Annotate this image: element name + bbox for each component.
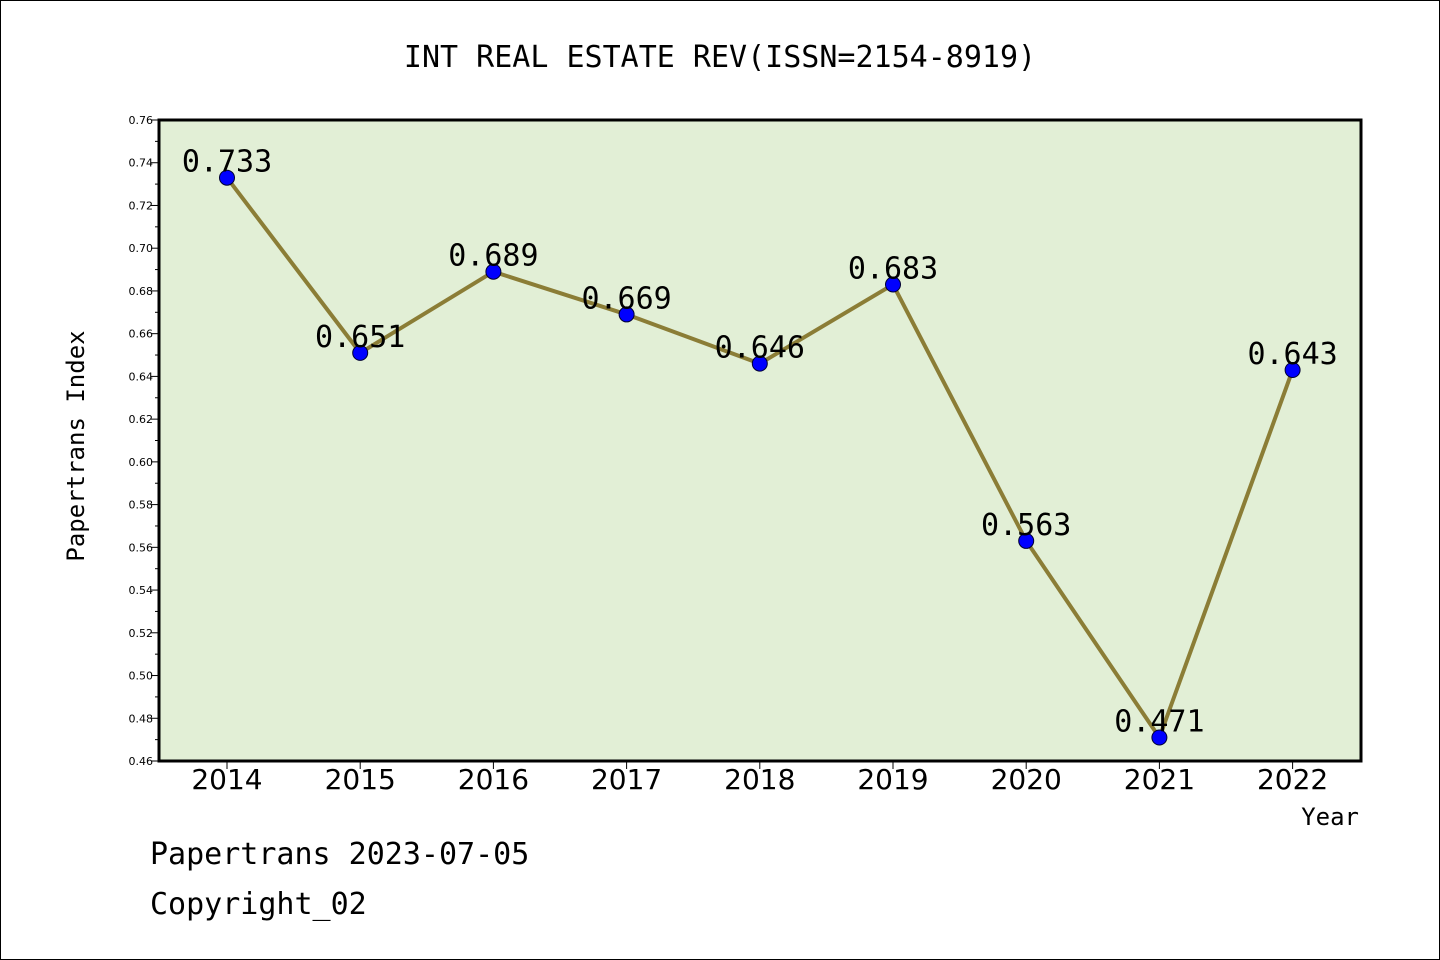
y-tick-label: 0.62: [129, 413, 154, 426]
y-tick-label: 0.68: [129, 285, 154, 298]
data-label: 0.683: [848, 252, 938, 287]
y-tick-label: 0.64: [129, 370, 154, 383]
data-label: 0.651: [315, 320, 405, 355]
y-tick-label: 0.72: [129, 199, 154, 212]
data-point: [485, 263, 502, 280]
x-tick-label: 2020: [991, 763, 1062, 796]
series-markers: [219, 169, 1301, 746]
data-point: [1151, 729, 1168, 746]
y-tick-label: 0.56: [129, 541, 154, 554]
y-tick-label: 0.48: [129, 712, 154, 725]
y-tick-label: 0.46: [129, 755, 154, 768]
data-point: [751, 355, 768, 372]
y-tick-label: 0.60: [129, 456, 154, 469]
y-tick-label: 0.54: [129, 584, 154, 597]
x-tick-label: 2021: [1124, 763, 1195, 796]
y-tick-label: 0.58: [129, 499, 154, 512]
data-label: 0.689: [448, 239, 538, 274]
y-axis-label: Papertrans Index: [62, 330, 90, 561]
data-point: [352, 344, 369, 361]
x-tick-label: 2018: [724, 763, 795, 796]
x-tick-label: 2022: [1257, 763, 1328, 796]
data-label: 0.563: [981, 508, 1071, 543]
chart-title: INT REAL ESTATE REV(ISSN=2154-8919): [404, 40, 1036, 75]
data-point: [1284, 361, 1301, 378]
y-tick-label: 0.76: [129, 114, 154, 127]
data-label: 0.471: [1114, 704, 1204, 739]
data-label: 0.643: [1247, 337, 1337, 372]
x-tick-label: 2019: [857, 763, 928, 796]
plot-border: [157, 118, 1363, 763]
y-tick-label: 0.70: [129, 242, 154, 255]
data-point: [219, 169, 235, 186]
x-axis-label: Year: [1301, 803, 1359, 831]
footer-date: Papertrans 2023-07-05: [150, 837, 529, 872]
footer-copyright: Copyright_02: [150, 887, 367, 922]
y-tick-label: 0.66: [129, 328, 154, 341]
x-tick-label: 2016: [458, 763, 529, 796]
data-point: [618, 306, 635, 323]
x-axis: 2014 2015 2016 2017 2018 2019 2020 2021 2022: [191, 761, 1328, 796]
y-tick-label: 0.74: [129, 157, 154, 170]
data-point: [885, 276, 901, 293]
data-label: 0.646: [715, 331, 805, 366]
x-tick-label: 2017: [591, 763, 662, 796]
y-axis: 0.46 0.48 0.50 0.52 0.54 0.56 0.58 0.60 0.62 0.64…: [129, 114, 159, 768]
y-tick-label: 0.52: [129, 627, 154, 640]
data-labels: 0.733 0.651 0.689 0.669 0.646 0.683 0.563 0.471…: [182, 145, 1338, 740]
data-label: 0.733: [182, 145, 272, 180]
y-tick-label: 0.50: [129, 670, 154, 683]
x-tick-label: 2015: [325, 763, 396, 796]
data-label: 0.669: [581, 281, 671, 316]
data-point: [1018, 532, 1035, 549]
plot-area: [159, 120, 1361, 761]
x-tick-label: 2014: [191, 763, 262, 796]
